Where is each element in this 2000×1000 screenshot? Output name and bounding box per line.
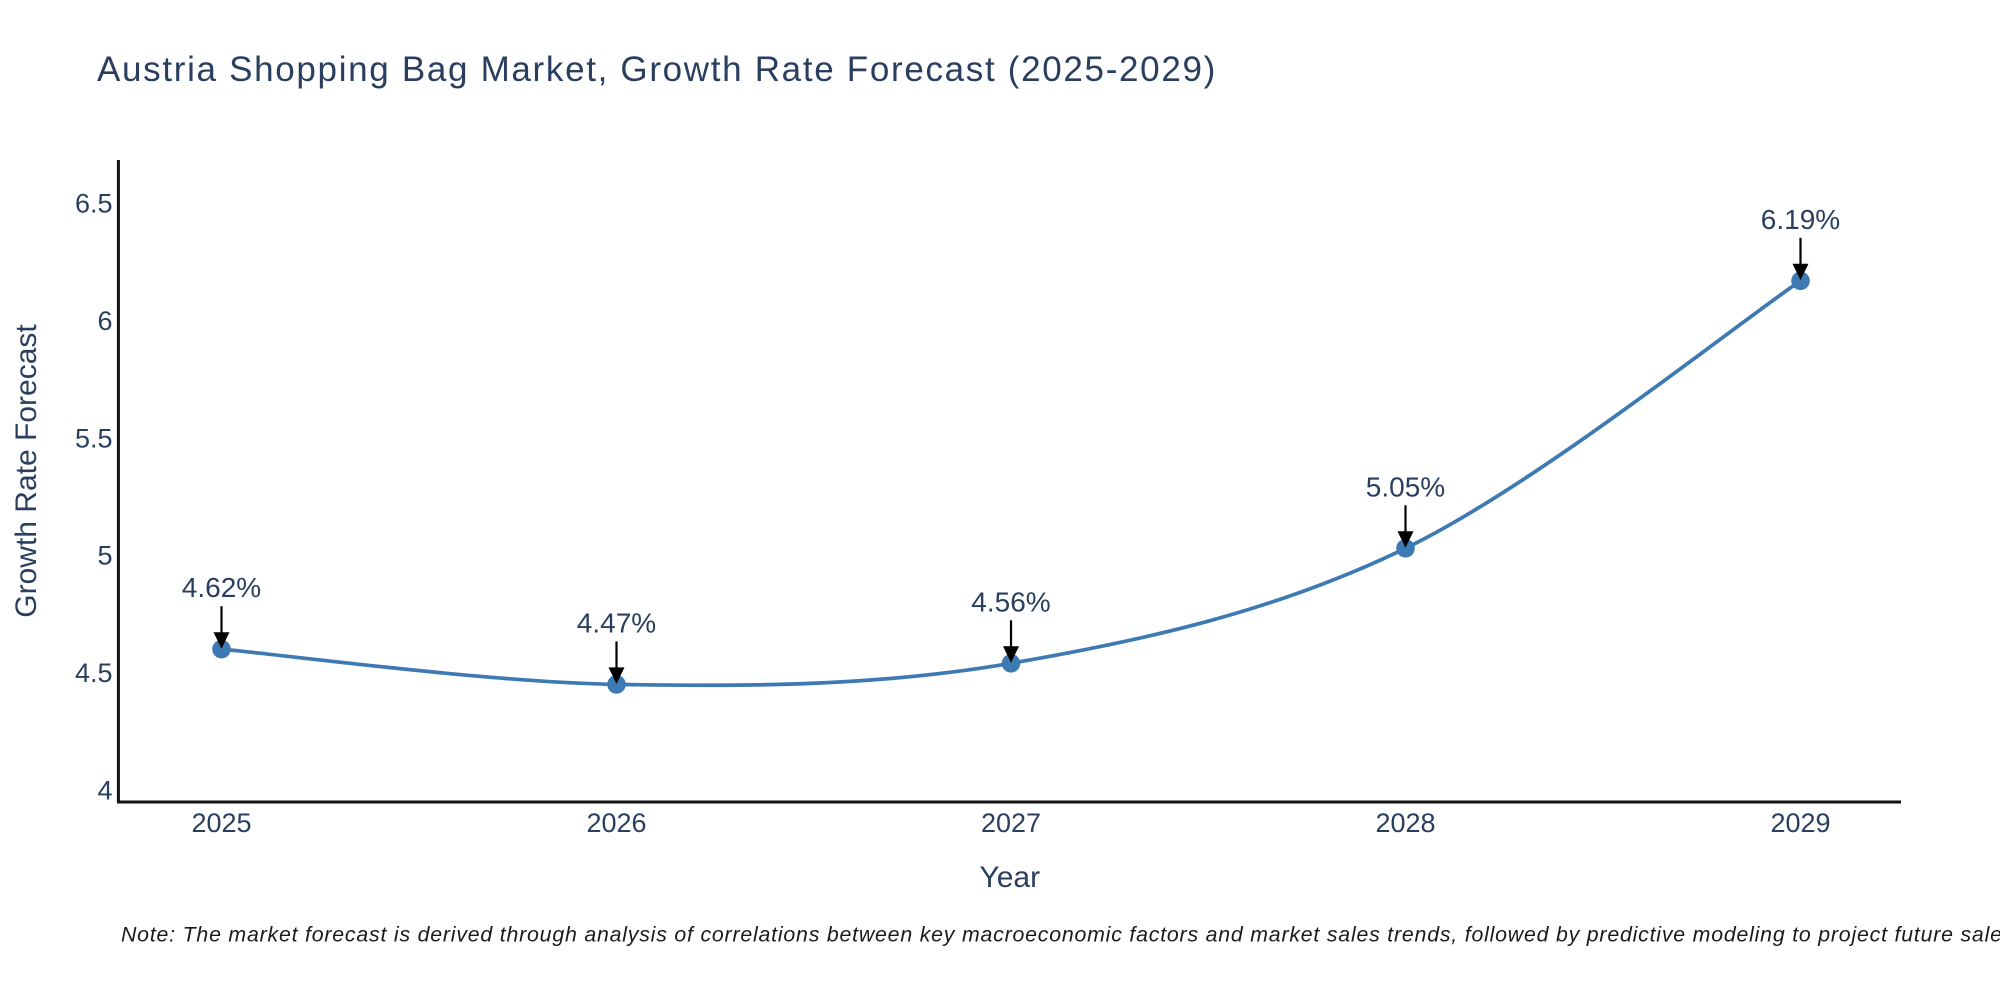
svg-text:4: 4 [97, 775, 112, 805]
svg-text:Note: The market forecast is d: Note: The market forecast is derived thr… [121, 923, 2000, 947]
svg-text:6: 6 [97, 306, 112, 336]
svg-text:6.19%: 6.19% [1761, 204, 1840, 235]
svg-text:5.5: 5.5 [75, 423, 113, 453]
svg-text:Austria Shopping Bag Market, G: Austria Shopping Bag Market, Growth Rate… [97, 50, 1217, 89]
svg-text:4.5: 4.5 [75, 658, 113, 688]
svg-text:4.56%: 4.56% [971, 586, 1050, 617]
svg-text:4.62%: 4.62% [182, 572, 261, 603]
svg-text:4.47%: 4.47% [577, 607, 656, 638]
svg-text:2027: 2027 [981, 808, 1041, 838]
svg-text:Growth Rate Forecast: Growth Rate Forecast [10, 324, 43, 618]
svg-text:2025: 2025 [191, 808, 251, 838]
svg-text:2029: 2029 [1770, 808, 1830, 838]
svg-text:Year: Year [979, 861, 1040, 894]
svg-text:2028: 2028 [1375, 808, 1435, 838]
svg-text:6.5: 6.5 [75, 189, 113, 219]
svg-text:2026: 2026 [586, 808, 646, 838]
svg-text:5.05%: 5.05% [1366, 471, 1445, 502]
svg-text:5: 5 [97, 541, 112, 571]
